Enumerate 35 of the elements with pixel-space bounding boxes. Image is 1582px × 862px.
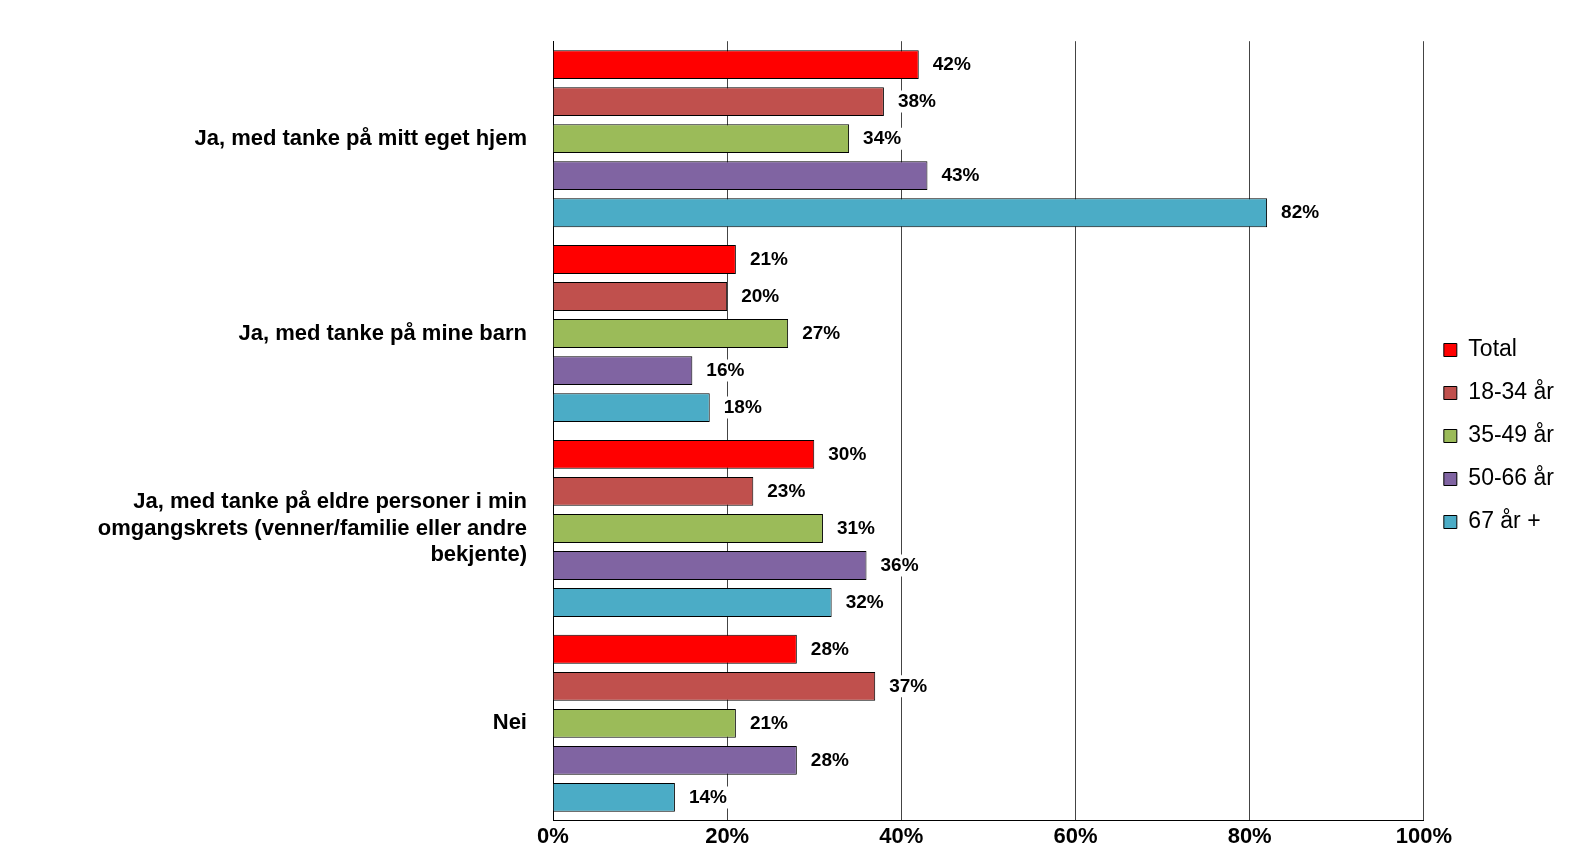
x-tick-label: 100% [1395,823,1452,849]
data-label: 16% [706,358,745,380]
legend-label: 18-34 år [1468,378,1555,405]
data-label: 37% [889,674,928,696]
y-tick-label: Ja, med tanke på mitt eget hjem [194,124,527,150]
data-label: 21% [749,247,789,269]
y-tick-label: Nei [492,709,527,735]
data-label: 38% [897,89,937,111]
data-label: 18% [723,395,762,417]
x-tick-label: 80% [1227,823,1272,849]
x-tick-label: 20% [705,823,750,849]
data-label: 43% [941,163,980,185]
data-label: 32% [845,590,884,612]
legend-label: 50-66 år [1468,464,1555,491]
legend-label: 35-49 år [1468,421,1555,448]
data-label: 28% [810,637,849,659]
data-label: 27% [802,321,841,343]
legend-label: Total [1468,335,1517,362]
x-tick-label: 0% [537,823,569,849]
data-label: 23% [767,479,806,501]
data-label: 34% [863,126,902,148]
x-tick-label: 60% [1053,823,1098,849]
data-label: 20% [741,284,780,306]
data-label: 82% [1281,200,1320,222]
data-label: 42% [932,52,971,74]
data-label: 21% [749,711,789,733]
data-label: 31% [836,516,876,538]
y-tick-label: Ja, med tanke på eldre personer i min omgangskrets (venner/familie eller andre bekjente) [97,488,527,566]
legend-label: 67 år + [1468,507,1541,534]
x-tick-label: 40% [879,823,924,849]
y-tick-label: Ja, med tanke på mine barn [238,319,527,345]
data-label: 28% [810,748,849,770]
data-label: 36% [880,553,919,575]
data-label: 30% [828,442,867,464]
data-label: 14% [688,785,728,807]
